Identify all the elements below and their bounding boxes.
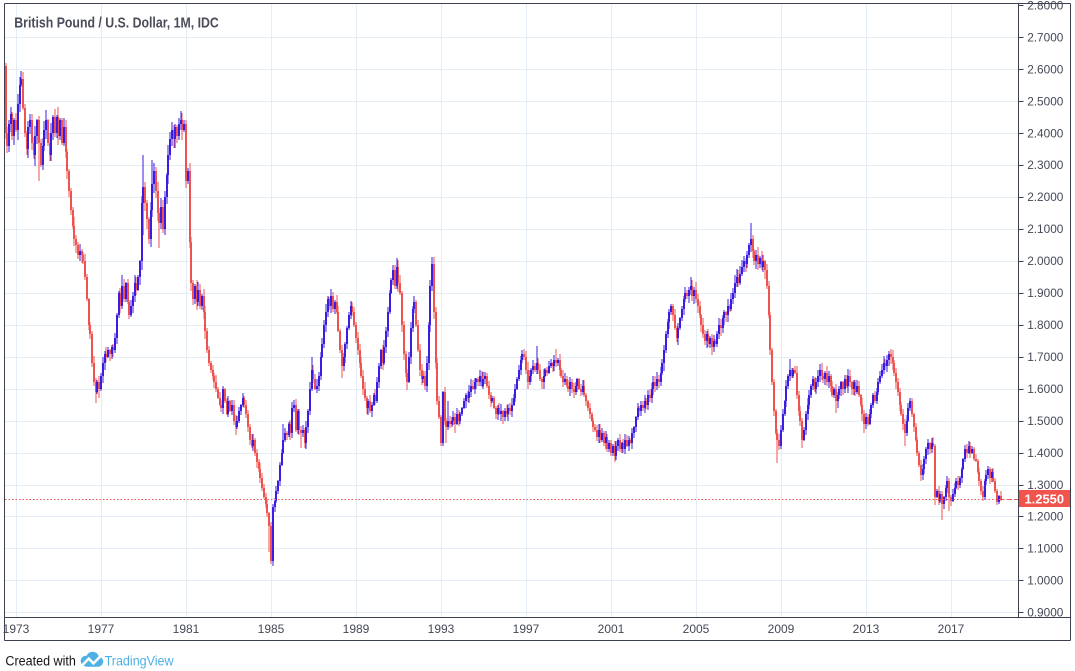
svg-text:2009: 2009 <box>768 622 795 636</box>
svg-text:1997: 1997 <box>513 622 540 636</box>
svg-text:2.0000: 2.0000 <box>1027 254 1064 268</box>
svg-text:1989: 1989 <box>343 622 370 636</box>
svg-text:0.9000: 0.9000 <box>1027 606 1064 620</box>
svg-text:1.8000: 1.8000 <box>1027 318 1064 332</box>
svg-text:TradingView: TradingView <box>105 652 175 668</box>
svg-text:1.9000: 1.9000 <box>1027 286 1064 300</box>
svg-text:2005: 2005 <box>683 622 710 636</box>
svg-text:1977: 1977 <box>88 622 115 636</box>
svg-text:2.4000: 2.4000 <box>1027 126 1064 140</box>
svg-text:2.5000: 2.5000 <box>1027 94 1064 108</box>
svg-text:1.7000: 1.7000 <box>1027 350 1064 364</box>
svg-text:2.2000: 2.2000 <box>1027 190 1064 204</box>
svg-text:1.1000: 1.1000 <box>1027 542 1064 556</box>
svg-text:1985: 1985 <box>258 622 285 636</box>
svg-text:2.1000: 2.1000 <box>1027 222 1064 236</box>
svg-text:British Pound / U.S. Dollar, 1: British Pound / U.S. Dollar, 1M, IDC <box>14 14 219 31</box>
svg-text:1.4000: 1.4000 <box>1027 446 1064 460</box>
svg-text:2001: 2001 <box>598 622 625 636</box>
svg-text:2.7000: 2.7000 <box>1027 31 1064 45</box>
svg-text:2.8000: 2.8000 <box>1027 0 1064 13</box>
svg-text:1.2000: 1.2000 <box>1027 510 1064 524</box>
svg-text:1993: 1993 <box>428 622 455 636</box>
svg-text:2017: 2017 <box>938 622 965 636</box>
svg-text:2013: 2013 <box>853 622 880 636</box>
svg-text:1981: 1981 <box>173 622 200 636</box>
svg-text:1.3000: 1.3000 <box>1027 478 1064 492</box>
svg-text:1973: 1973 <box>3 622 30 636</box>
svg-text:1.6000: 1.6000 <box>1027 382 1064 396</box>
svg-text:1.5000: 1.5000 <box>1027 414 1064 428</box>
svg-text:1.0000: 1.0000 <box>1027 574 1064 588</box>
svg-text:2.6000: 2.6000 <box>1027 62 1064 76</box>
svg-text:Created with: Created with <box>5 653 76 668</box>
svg-text:2.3000: 2.3000 <box>1027 158 1064 172</box>
svg-text:1.2550: 1.2550 <box>1025 493 1065 507</box>
